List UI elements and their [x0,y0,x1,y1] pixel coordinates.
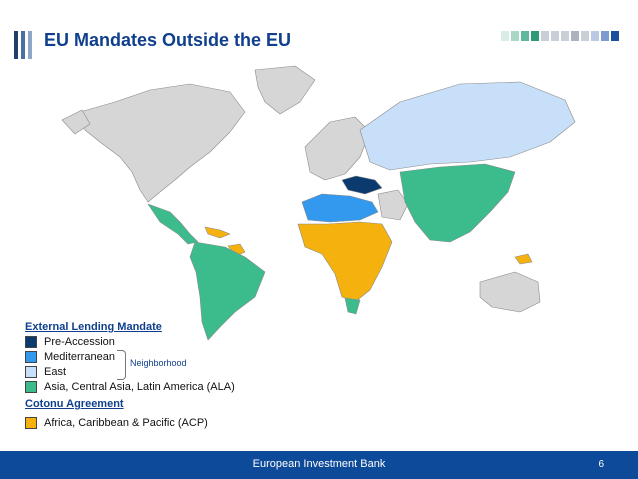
decorative-square [501,31,509,41]
legend-swatch [25,365,37,378]
title-accent-bars [14,31,36,59]
region-europe [304,116,371,181]
neighborhood-label: Neighborhood [130,358,187,368]
region-south-america [189,241,266,341]
legend-swatch [25,416,37,429]
region-pacific [514,253,533,265]
region-australia [479,271,541,313]
region-east [359,81,576,171]
footer-text: European Investment Bank [252,458,386,470]
world-map [61,65,576,341]
legend-label: Africa, Caribbean & Pacific (ACP) [44,416,208,429]
region-north-america [79,83,246,203]
accent-bar-1 [14,31,18,59]
region-alaska [61,109,91,135]
legend-item-acp: Africa, Caribbean & Pacific (ACP) [25,415,235,430]
decorative-square [571,31,579,41]
slide-title: EU Mandates Outside the EU [44,30,292,50]
page-number: 6 [598,459,604,470]
decorative-square [611,31,619,41]
region-middle-east [377,189,409,221]
legend-swatch [25,335,37,348]
decorative-square [591,31,599,41]
region-greenland [254,65,316,115]
region-africa [297,221,393,303]
neighborhood-bracket [117,350,126,380]
region-mediterranean [301,193,379,223]
cotonu-heading: Cotonu Agreement [25,398,124,410]
decorative-square [521,31,529,41]
region-asia [399,163,516,243]
region-pre-accession [341,175,383,195]
footer-bar: European Investment Bank 6 [0,451,638,479]
legend-label: Pre-Accession [44,335,115,348]
region-central-america [147,203,199,245]
legend-swatch [25,350,37,363]
external-mandate-heading: External Lending Mandate [25,321,162,333]
decorative-square [541,31,549,41]
legend-item-east: East [25,364,235,379]
region-south-africa [344,297,361,315]
legend-label: Mediterranean [44,350,115,363]
legend-swatch [25,380,37,393]
legend-label: East [44,365,67,378]
decorative-square [581,31,589,41]
decorative-square [601,31,609,41]
legend-item-ala: Asia, Central Asia, Latin America (ALA) [25,379,235,394]
region-caribbean [204,226,231,239]
decorative-square [551,31,559,41]
legend-label: Asia, Central Asia, Latin America (ALA) [44,380,235,393]
map-legend: External Lending Mandate Pre-Accession M… [25,320,235,430]
legend-item-mediterranean: Mediterranean [25,349,235,364]
legend-item-pre-accession: Pre-Accession [25,334,235,349]
accent-bar-3 [28,31,32,59]
decorative-square [561,31,569,41]
accent-bar-2 [21,31,25,59]
decorative-squares [501,31,619,41]
decorative-square [511,31,519,41]
decorative-square [531,31,539,41]
